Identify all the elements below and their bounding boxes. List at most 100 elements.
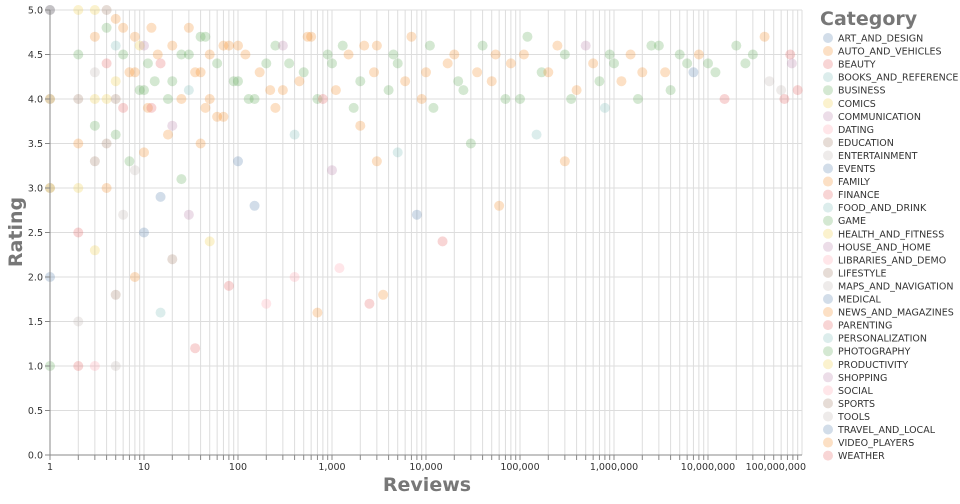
data-point — [110, 94, 121, 104]
data-point — [312, 307, 323, 318]
data-point — [101, 22, 112, 33]
y-tick-label: 5.0 — [28, 6, 43, 17]
data-point — [284, 58, 295, 69]
data-point — [212, 58, 223, 69]
data-point — [134, 40, 145, 51]
data-point — [604, 49, 615, 60]
data-point — [139, 40, 149, 51]
data-point — [73, 361, 84, 371]
data-point — [134, 85, 145, 96]
data-point — [317, 94, 328, 104]
x-tick-label: 100 — [229, 462, 247, 473]
legend: Category ART_AND_DESIGN AUTO_AND_VEHICLES… — [820, 8, 958, 462]
x-tick-label: 100,000,000 — [746, 462, 806, 473]
data-point — [364, 298, 375, 309]
data-point — [289, 272, 300, 282]
legend-label: PARENTING — [838, 321, 892, 332]
data-point — [449, 49, 460, 60]
data-point — [571, 85, 582, 96]
legend-label: COMMUNICATION — [838, 112, 921, 123]
legend-title: Category — [820, 8, 918, 30]
data-point — [176, 94, 187, 104]
data-point — [277, 40, 288, 51]
data-point — [129, 67, 140, 78]
data-point — [118, 102, 129, 113]
data-point — [371, 40, 382, 51]
data-point — [261, 58, 272, 69]
data-point — [453, 76, 464, 87]
y-tick-label: 2.0 — [28, 273, 43, 284]
data-point — [518, 49, 529, 60]
legend-label: VIDEO_PLAYERS — [838, 438, 914, 449]
data-point — [378, 289, 389, 300]
y-tick-label: 4.5 — [28, 50, 43, 61]
data-point — [204, 94, 215, 104]
legend-symbol — [823, 124, 833, 135]
data-point — [330, 85, 341, 96]
data-point — [155, 307, 166, 318]
data-point — [428, 102, 439, 113]
points-layer — [45, 5, 803, 371]
legend-symbol — [823, 424, 833, 435]
data-point — [228, 76, 239, 87]
data-point — [786, 58, 797, 69]
data-point — [500, 94, 511, 104]
legend-label: SHOPPING — [838, 373, 887, 384]
data-point — [594, 76, 605, 87]
data-point — [124, 156, 135, 167]
data-point — [458, 85, 469, 96]
legend-label: SOCIAL — [838, 386, 873, 397]
data-point — [167, 254, 178, 265]
data-point — [442, 58, 453, 69]
legend-label: WEATHER — [838, 451, 885, 462]
legend-label: TRAVEL_AND_LOCAL — [837, 425, 936, 436]
legend-symbol — [823, 437, 833, 448]
data-point — [195, 31, 206, 42]
legend-symbol — [823, 202, 833, 213]
legend-label: MAPS_AND_NAVIGATION — [838, 281, 953, 292]
legend-symbol — [823, 33, 833, 43]
legend-symbol — [823, 189, 833, 200]
legend-label: PERSONALIZATION — [838, 334, 927, 345]
grid — [49, 9, 803, 456]
data-point — [155, 58, 166, 69]
data-point — [89, 67, 100, 78]
x-tick-label: 100,000 — [500, 462, 539, 473]
data-point — [218, 111, 229, 122]
data-point — [359, 40, 370, 51]
data-point — [536, 67, 547, 78]
data-point — [703, 58, 713, 69]
data-point — [674, 49, 685, 60]
data-point — [392, 147, 403, 158]
data-point — [302, 31, 313, 42]
data-point — [646, 40, 657, 51]
legend-label: FAMILY — [838, 177, 870, 188]
data-point — [212, 111, 223, 122]
data-point — [580, 40, 591, 51]
legend-symbol — [823, 333, 833, 344]
legend-label: LIBRARIES_AND_DEMO — [838, 255, 946, 266]
data-point — [73, 5, 84, 15]
data-point — [792, 85, 803, 96]
data-point — [73, 227, 84, 238]
data-point — [101, 5, 112, 15]
data-point — [139, 227, 149, 238]
data-point — [162, 129, 173, 140]
data-point — [465, 138, 476, 149]
legend-symbol — [823, 228, 833, 239]
data-point — [176, 49, 187, 60]
data-point — [152, 49, 163, 60]
data-point — [118, 209, 129, 220]
data-point — [190, 67, 201, 78]
data-point — [162, 94, 173, 104]
data-point — [477, 40, 488, 51]
data-point — [89, 94, 100, 104]
legend-label: ART_AND_DESIGN — [838, 34, 923, 45]
x-axis-title: Reviews — [383, 474, 471, 496]
legend-label: HEALTH_AND_FITNESS — [838, 229, 944, 240]
legend-symbol — [823, 320, 833, 331]
data-point — [400, 76, 411, 87]
data-point — [118, 49, 129, 60]
data-point — [740, 58, 751, 69]
